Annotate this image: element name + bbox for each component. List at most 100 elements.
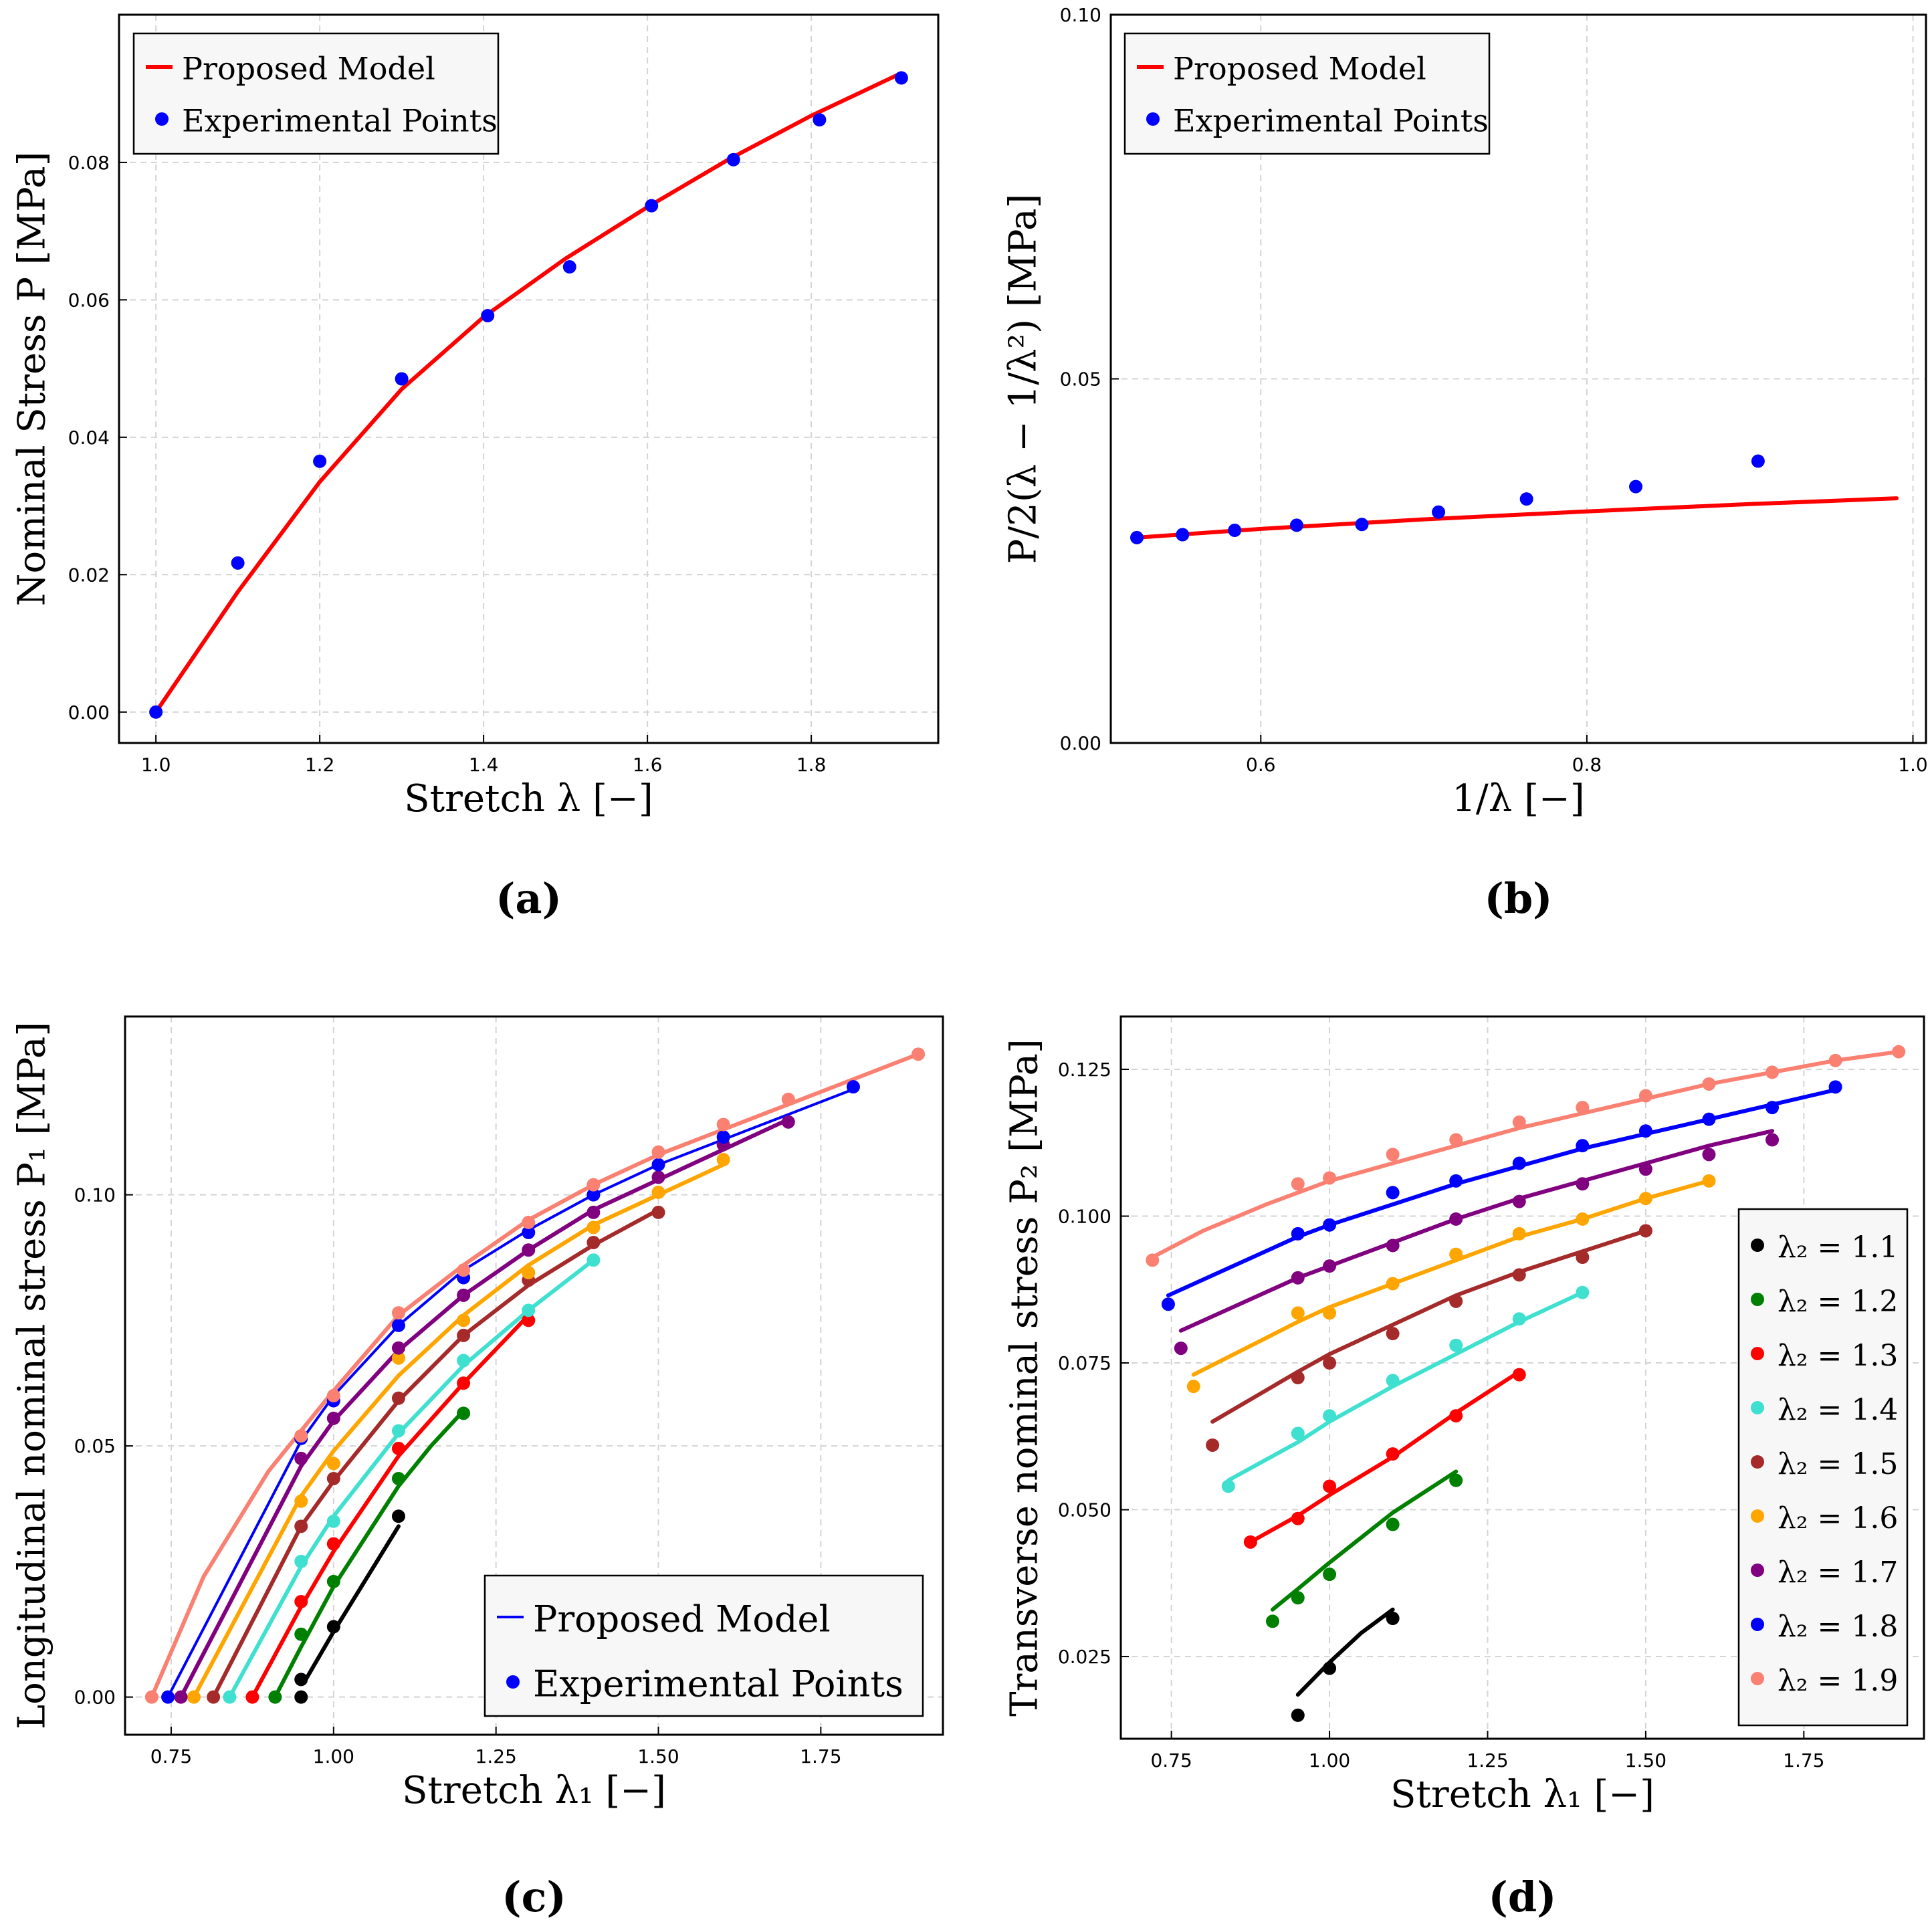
model-curve (302, 1524, 401, 1685)
experimental-point (1386, 1239, 1400, 1253)
x-tick-label: 0.6 (1246, 754, 1276, 776)
experimental-point (1323, 1661, 1337, 1675)
experimental-point (1449, 1338, 1463, 1352)
experimental-point (1765, 1101, 1780, 1115)
x-tick-label: 1.50 (637, 1745, 679, 1767)
legend-marker-swatch (1751, 1347, 1764, 1360)
experimental-point (1512, 1156, 1526, 1170)
experimental-point (1323, 1568, 1337, 1582)
experimental-point (391, 1391, 405, 1405)
experimental-point (1512, 1312, 1526, 1326)
experimental-point (1519, 492, 1533, 506)
plot-area (1130, 454, 1899, 544)
experimental-point (1386, 1374, 1400, 1388)
experimental-point (813, 113, 827, 127)
experimental-point (391, 1424, 405, 1438)
experimental-point (651, 1145, 665, 1159)
experimental-point (1355, 518, 1369, 532)
x-tick-label: 1.0 (1898, 754, 1928, 776)
y-tick-label: 0.06 (68, 289, 110, 311)
x-tick-label: 1.4 (469, 754, 499, 776)
x-tick-label: 1.00 (313, 1745, 354, 1767)
experimental-point (326, 1389, 340, 1403)
experimental-point (1291, 1426, 1305, 1440)
experimental-point (1449, 1247, 1463, 1261)
experimental-point (1291, 1271, 1305, 1285)
experimental-point (1291, 1591, 1305, 1605)
experimental-point (174, 1690, 188, 1704)
experimental-point (1512, 1226, 1526, 1241)
legend-marker-swatch (1751, 1239, 1764, 1252)
y-tick-label: 0.125 (1058, 1059, 1111, 1081)
experimental-point (326, 1514, 340, 1528)
y-axis-label: P/2(λ − 1/λ²) [MPa] (1002, 194, 1045, 564)
experimental-point (586, 1220, 601, 1235)
experimental-point (326, 1537, 340, 1551)
x-tick-label: 1.6 (633, 754, 663, 776)
panel-label: (d) (1488, 1872, 1556, 1921)
plot-frame (1109, 13, 1927, 744)
experimental-point (522, 1303, 536, 1317)
legend-label: λ₂ = 1.2 (1778, 1285, 1898, 1319)
experimental-point (457, 1354, 471, 1368)
experimental-point (457, 1376, 471, 1390)
experimental-point (245, 1690, 259, 1704)
experimental-point (1702, 1174, 1716, 1188)
legend-marker-swatch (1751, 1564, 1764, 1577)
model-curve (1210, 1228, 1648, 1424)
experimental-point (651, 1185, 665, 1199)
y-tick-label: 0.10 (74, 1184, 116, 1206)
experimental-point (1638, 1124, 1652, 1138)
x-axis-label: Stretch λ₁ [−] (1390, 1773, 1654, 1816)
experimental-point (522, 1313, 536, 1327)
experimental-point (1576, 1212, 1590, 1226)
y-tick-label: 0.075 (1058, 1352, 1111, 1374)
x-tick-label: 0.8 (1572, 754, 1602, 776)
legend-marker-swatch (155, 112, 169, 126)
experimental-point (1828, 1053, 1842, 1067)
legend-marker-swatch (506, 1675, 520, 1689)
experimental-point (391, 1306, 405, 1320)
legend-label: Experimental Points (533, 1663, 903, 1705)
y-tick-label: 0.100 (1058, 1206, 1111, 1228)
experimental-point (1130, 530, 1144, 544)
experimental-point (1449, 1212, 1463, 1226)
experimental-point (1386, 1447, 1400, 1461)
legend-marker-swatch (1146, 112, 1160, 126)
experimental-point (586, 1188, 601, 1202)
experimental-point (846, 1080, 860, 1094)
experimental-point (911, 1047, 926, 1061)
panel-a: 1.0 1.2 1.4 1.6 1.8 0.00 0.02 0.04 0.06 0.08 Stret… (11, 13, 940, 923)
y-tick-label: 0.10 (1060, 4, 1101, 26)
plot-frame (124, 1015, 944, 1736)
plot-frame (118, 13, 940, 744)
legend-label: λ₂ = 1.3 (1778, 1339, 1898, 1373)
model-curve (1248, 1370, 1521, 1544)
experimental-point (1638, 1162, 1652, 1176)
legend-marker-swatch (1751, 1618, 1764, 1631)
legend-label: λ₂ = 1.5 (1778, 1447, 1898, 1481)
experimental-point (395, 372, 409, 386)
experimental-point (391, 1351, 405, 1365)
experimental-point (294, 1429, 308, 1443)
legend-box (1737, 1208, 1909, 1727)
model-curve (250, 1313, 531, 1699)
legend-box (1123, 32, 1491, 155)
legend-label: Proposed Model (533, 1598, 831, 1640)
experimental-point (294, 1451, 308, 1465)
panel-c: 0.75 1.00 1.25 1.50 1.75 0.00 0.05 0.10 Stretch … (11, 1015, 944, 1921)
legend-label: Proposed Model (1173, 51, 1426, 87)
model-curve (211, 1208, 661, 1699)
experimental-point (1702, 1077, 1716, 1091)
experimental-point (1702, 1112, 1716, 1126)
legend-marker-swatch (1751, 1455, 1764, 1469)
legend-box (132, 32, 500, 155)
experimental-point (391, 1318, 405, 1332)
experimental-point (457, 1328, 471, 1342)
legend-label: λ₂ = 1.4 (1778, 1393, 1898, 1427)
experimental-point (1386, 1517, 1400, 1531)
legend: Proposed Model Experimental Points (132, 32, 500, 155)
experimental-point (1638, 1224, 1652, 1238)
x-tick-label: 0.75 (150, 1745, 192, 1767)
experimental-point (1323, 1356, 1337, 1370)
